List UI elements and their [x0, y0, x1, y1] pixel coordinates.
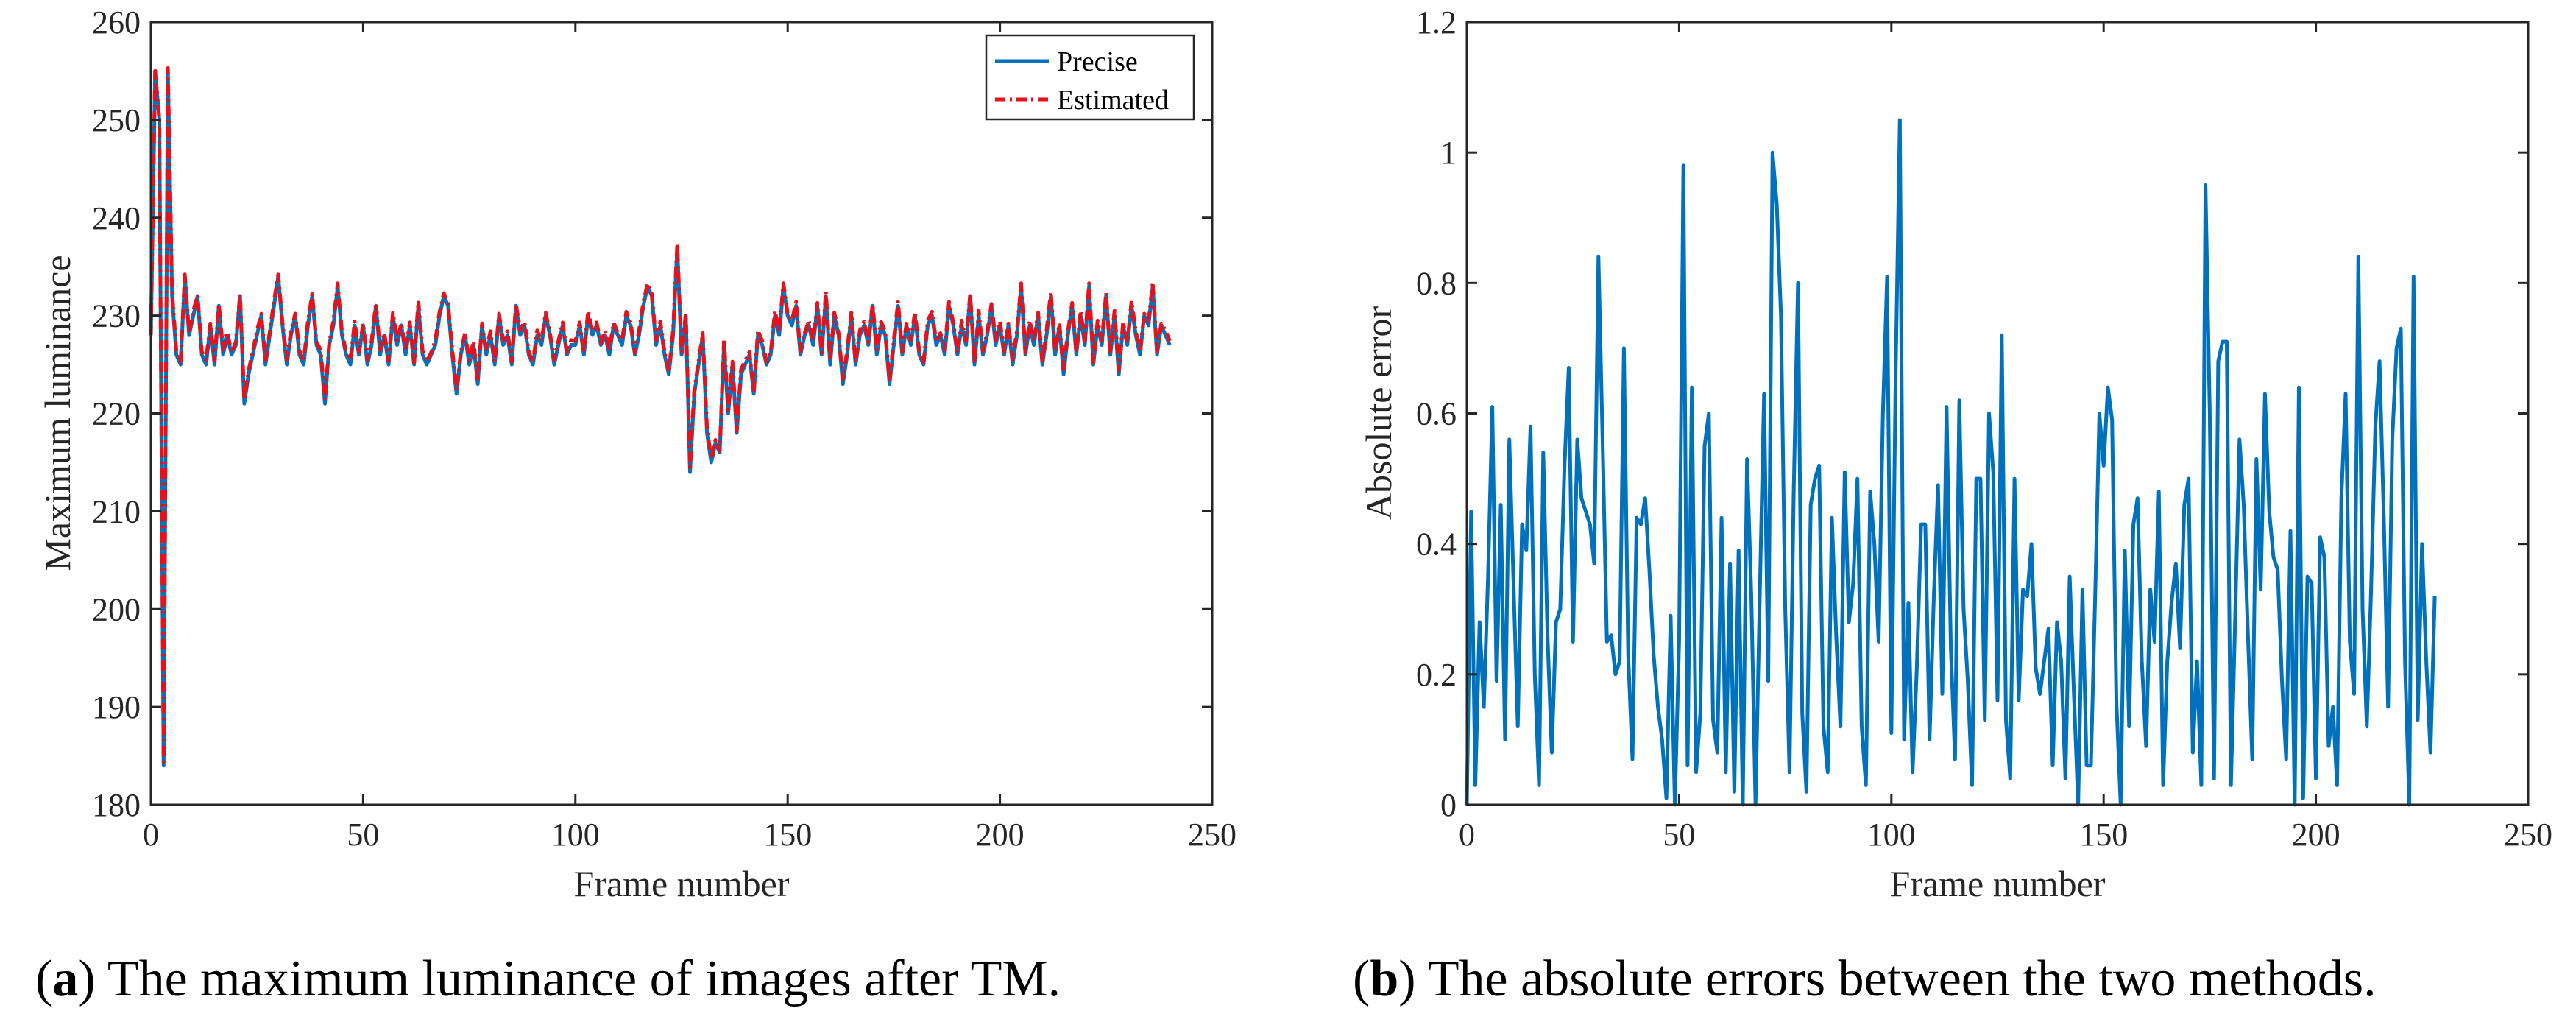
y-tick-label: 0.2	[1416, 657, 1457, 693]
y-tick-label: 0	[1440, 787, 1457, 823]
y-tick-label: 230	[92, 298, 141, 334]
y-tick-label: 180	[92, 787, 141, 823]
legend-label-estimated: Estimated	[1057, 85, 1169, 116]
y-tick-label: 220	[92, 396, 141, 432]
caption-text-a: ) The maximum luminance of images after …	[78, 951, 1061, 1007]
y-tick-label: 1.2	[1416, 4, 1457, 40]
series-line-estimated	[149, 66, 1172, 764]
caption-label-b: b	[1370, 951, 1399, 1007]
legend-a: Precise Estimated	[985, 34, 1195, 121]
caption-label-a: a	[52, 951, 79, 1007]
caption-a: (a) The maximum luminance of images afte…	[35, 951, 1061, 1007]
y-tick-label: 260	[92, 4, 141, 40]
y-tick-label: 0.6	[1416, 396, 1457, 432]
chart-a: 0 50 100 150 200 250 180 190 200 210 220 230 240 250 2…	[37, 4, 1236, 904]
x-tick-label: 0	[143, 817, 159, 853]
series-line-absolute-error	[1465, 118, 2437, 807]
axes-frame-a	[149, 21, 1214, 806]
y-tick-label: 190	[92, 689, 141, 725]
x-tick-label: 150	[763, 817, 812, 853]
x-tick-label: 50	[1663, 817, 1695, 853]
x-tick-label: 100	[1867, 817, 1916, 853]
x-tick-label: 250	[1188, 817, 1236, 853]
x-tick-label: 200	[2292, 817, 2340, 853]
x-tick-label: 150	[2079, 817, 2128, 853]
x-tick-label: 50	[347, 817, 379, 853]
y-axis-label-a: Maximum luminance	[37, 255, 78, 571]
y-tick-label: 0.8	[1416, 265, 1457, 301]
series-line-precise	[149, 68, 1172, 768]
y-tick-label: 250	[92, 102, 141, 138]
y-tick-label: 0.4	[1416, 526, 1457, 563]
legend-box	[985, 34, 1195, 121]
y-tick-label: 240	[92, 200, 141, 236]
x-tick-label: 200	[976, 817, 1025, 853]
x-axis-label-a: Frame number	[574, 863, 790, 904]
y-tick-label: 210	[92, 493, 141, 529]
caption-text-b: ) The absolute errors between the two me…	[1398, 951, 2377, 1007]
caption-b: (b) The absolute errors between the two …	[1353, 951, 2377, 1007]
x-tick-label: 0	[1459, 817, 1475, 853]
y-tick-label: 200	[92, 591, 141, 627]
x-tick-label: 250	[2504, 817, 2552, 853]
x-tick-label: 100	[551, 817, 600, 853]
x-axis-label-b: Frame number	[1890, 863, 2106, 904]
y-tick-label: 1	[1440, 135, 1457, 171]
y-axis-label-b: Absolute error	[1358, 306, 1399, 521]
chart-b: 0 50 100 150 200 250 0 0.2 0.4 0.6 0.8 1 1.2 Frame n…	[1358, 4, 2552, 904]
legend-label-precise: Precise	[1057, 46, 1138, 77]
